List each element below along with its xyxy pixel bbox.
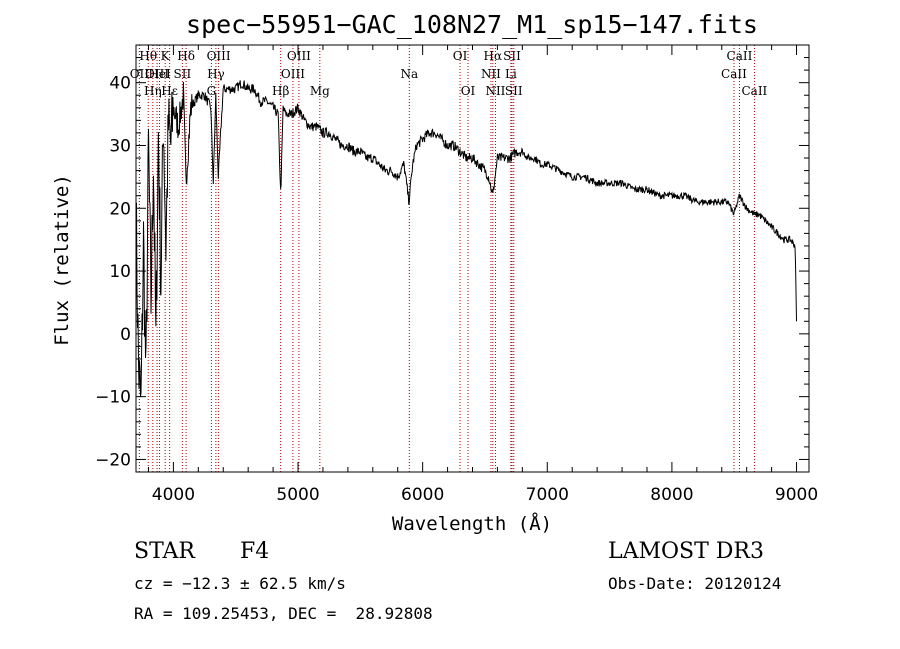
object-class: STAR [134, 539, 195, 564]
redshift-label: cz = −12.3 ± 62.5 km/s [134, 574, 346, 593]
spectral-line-label: SII [174, 67, 192, 81]
object-subclass: F4 [240, 539, 270, 564]
spectral-line-label: OIII [145, 67, 169, 81]
x-tick-label: 8000 [650, 485, 693, 505]
flux-series-line [135, 80, 797, 397]
spectral-line-label: OIII [287, 49, 311, 63]
spectral-line-label: OI [461, 84, 476, 98]
x-tick-label: 4000 [152, 485, 195, 505]
spectral-line-label: Hβ [272, 84, 289, 98]
x-tick-label: 7000 [526, 485, 569, 505]
x-axis-label: Wavelength (Å) [392, 512, 552, 535]
x-tick-label: 9000 [775, 485, 818, 505]
spectral-line-label: OIII [281, 67, 305, 81]
y-tick-label: −20 [95, 450, 131, 470]
spectral-line-label: Hα [484, 49, 503, 63]
spectral-line-label: CaII [741, 84, 767, 98]
chart-title: spec−55951−GAC_108N27_M1_sp15−147.fits [186, 10, 758, 39]
survey-label: LAMOST DR3 [608, 539, 764, 564]
y-tick-label: 40 [109, 74, 131, 94]
y-axis-label: Flux (relative) [51, 174, 73, 346]
spectral-line-label: Na [400, 67, 418, 81]
y-tick-label: 10 [109, 262, 131, 282]
spectral-line-label: NII [481, 67, 501, 81]
y-tick-label: 20 [109, 199, 131, 219]
x-tick-label: 5000 [276, 485, 319, 505]
spectral-line-label: Hδ [177, 49, 195, 63]
spectral-line-label: OI [453, 49, 468, 63]
plot-frame [135, 44, 810, 473]
obs-date-label: Obs-Date: 20120124 [608, 574, 782, 593]
spectral-line-label: SII [503, 49, 521, 63]
y-tick-label: 0 [120, 325, 131, 345]
spectral-line-label: Hε [161, 84, 178, 98]
spectral-line-label: Li [505, 67, 517, 81]
y-tick-label: −10 [95, 388, 131, 408]
y-tick-label: 30 [109, 136, 131, 156]
spectral-line-label: HeI [148, 67, 171, 81]
spectral-line-label: Hη [144, 84, 162, 98]
spectral-line-label: NII [485, 84, 505, 98]
spectral-line-label: OII [130, 67, 150, 81]
spectral-line-label: Hθ [139, 49, 157, 63]
spectral-line-label: Mg [310, 84, 330, 98]
spectral-line-label: OIII [207, 49, 231, 63]
spectral-line-label: CaII [727, 49, 753, 63]
spectral-line-label: G [207, 84, 217, 98]
spectral-line-label: Hγ [207, 67, 225, 81]
spectral-line-label: CaII [721, 67, 747, 81]
x-tick-label: 6000 [401, 485, 444, 505]
spectral-line-label: K [161, 49, 171, 63]
coords-label: RA = 109.25453, DEC = 28.92808 [134, 604, 433, 623]
spectral-line-label: SII [505, 84, 523, 98]
